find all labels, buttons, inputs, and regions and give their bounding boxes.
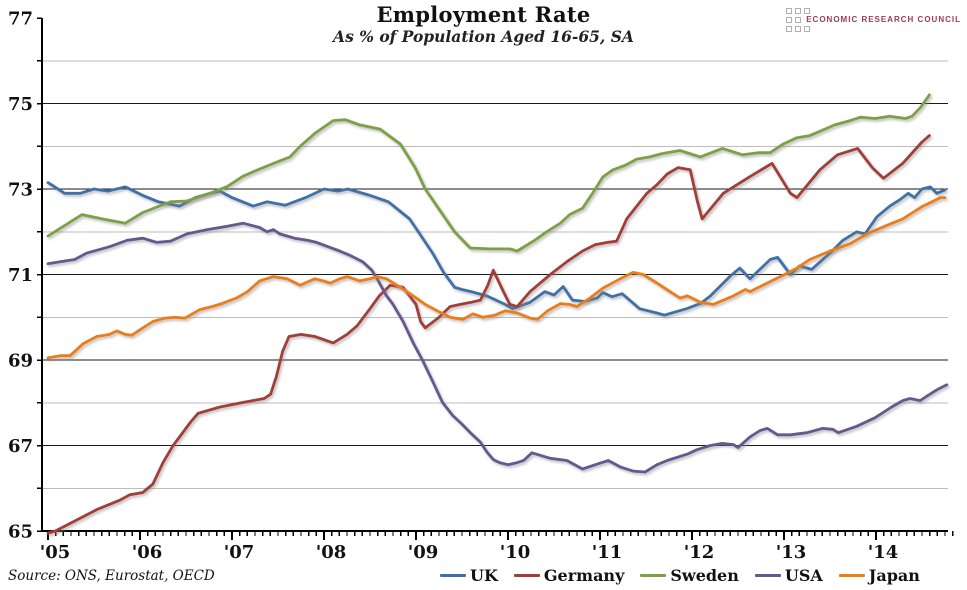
legend-swatch-icon	[838, 574, 865, 577]
logo-squares-row	[786, 7, 961, 14]
legend-label: USA	[784, 566, 823, 585]
legend-label: Germany	[543, 566, 625, 585]
logo-square-icon	[804, 25, 811, 32]
logo-text: ECONOMIC RESEARCH COUNCIL	[806, 15, 961, 24]
x-axis-label: '06	[132, 542, 163, 563]
y-axis-label: 77	[8, 9, 33, 30]
logo-squares-row: ECONOMIC RESEARCH COUNCIL	[786, 15, 961, 24]
y-axis-label: 75	[8, 94, 33, 115]
y-axis-label: 67	[8, 436, 33, 457]
logo-squares-row	[786, 25, 961, 32]
x-axis-label: '07	[224, 542, 255, 563]
logo-square-icon	[786, 16, 793, 23]
x-axis-label: '05	[40, 542, 71, 563]
y-axis-label: 65	[8, 522, 33, 543]
legend-item-sweden: Sweden	[640, 566, 739, 585]
logo-square-icon	[786, 7, 793, 14]
x-axis-label: '12	[684, 542, 715, 563]
chart-legend: UK Germany Sweden USA Japan	[440, 566, 920, 585]
logo-square-icon	[786, 25, 793, 32]
source-note: Source: ONS, Eurostat, OECD	[8, 568, 215, 584]
sweden-line	[46, 93, 931, 253]
logo-square-icon	[795, 7, 802, 14]
logo-square-icon	[795, 25, 802, 32]
usa-line	[46, 221, 949, 474]
legend-label: UK	[470, 566, 498, 585]
legend-swatch-icon	[513, 574, 540, 577]
legend-swatch-icon	[640, 574, 667, 577]
germany-line	[46, 134, 931, 535]
legend-swatch-icon	[440, 574, 466, 577]
y-axis-label: 69	[8, 351, 33, 372]
legend-item-germany: Germany	[513, 566, 625, 585]
uk-line	[46, 181, 947, 317]
x-axis-label: '14	[868, 542, 899, 563]
x-axis-label: '13	[776, 542, 807, 563]
legend-label: Japan	[868, 566, 920, 585]
logo-square-icon	[795, 16, 802, 23]
legend-label: Sweden	[670, 566, 739, 585]
japan-line	[46, 196, 947, 360]
x-axis-label: '10	[500, 542, 531, 563]
legend-item-uk: UK	[440, 566, 498, 585]
x-axis-label: '09	[408, 542, 439, 563]
legend-swatch-icon	[754, 574, 781, 577]
legend-item-usa: USA	[754, 566, 823, 585]
economic-research-council-logo: ECONOMIC RESEARCH COUNCIL	[786, 7, 961, 32]
logo-square-icon	[804, 7, 811, 14]
x-axis-label: '11	[592, 542, 623, 563]
legend-item-japan: Japan	[838, 566, 920, 585]
x-axis-label: '08	[316, 542, 347, 563]
y-axis-label: 73	[8, 180, 33, 201]
y-axis-label: 71	[8, 265, 33, 286]
